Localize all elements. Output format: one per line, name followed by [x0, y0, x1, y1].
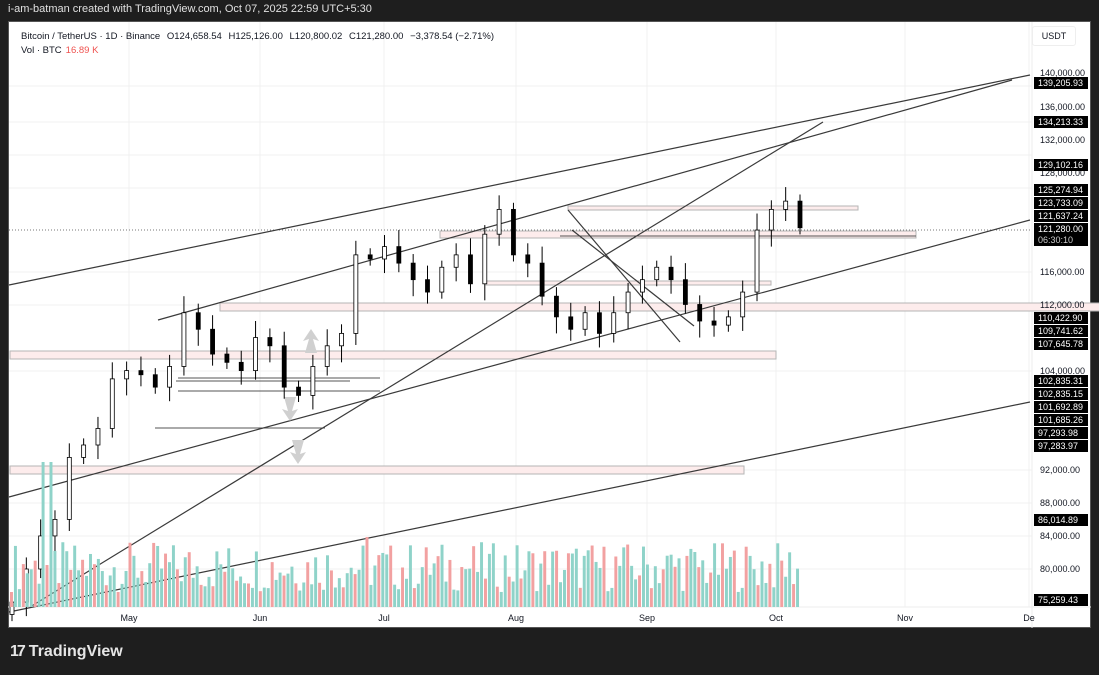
y-tick-label: 112,000.00 — [1040, 300, 1084, 310]
sr-zone — [9, 465, 745, 475]
brand-name: TradingView — [28, 643, 123, 660]
price-label-badge — [1034, 427, 1088, 439]
tradingview-logo-icon: 17 — [10, 643, 26, 660]
price-label-badge — [1034, 312, 1088, 324]
sr-zone — [439, 230, 917, 239]
trend-line — [157, 79, 1013, 321]
x-tick-label: Jun — [253, 613, 268, 623]
open-value: O124,658.54 — [166, 31, 222, 42]
sr-zone — [567, 205, 859, 211]
price-label-badge — [1034, 223, 1088, 235]
chart-credit: i-am-batman created with TradingView.com… — [8, 3, 372, 15]
y-tick-label: 128,000.00 — [1040, 168, 1085, 178]
symbol-title[interactable]: Bitcoin / TetherUS · 1D · Binance — [21, 31, 161, 42]
y-tick-label: 140,000.00 — [1040, 68, 1085, 78]
trend-line — [571, 229, 695, 327]
price-label-badge — [1034, 197, 1088, 209]
y-tick-label: 92,000.00 — [1040, 465, 1080, 475]
svg-text:107,645.78: 107,645.78 — [1038, 339, 1083, 349]
x-tick-label: May — [120, 613, 138, 623]
price-label-badge — [1034, 116, 1088, 128]
svg-text:125,274.94: 125,274.94 — [1038, 185, 1083, 195]
x-tick-label: Aug — [508, 613, 524, 623]
grid — [9, 22, 1032, 607]
price-label-badge — [1034, 375, 1088, 387]
price-label-badge — [1034, 594, 1088, 606]
svg-text:102,835.15: 102,835.15 — [1038, 389, 1083, 399]
y-tick-label: 80,000.00 — [1040, 564, 1080, 574]
sr-zone — [9, 350, 777, 360]
svg-text:97,283.97: 97,283.97 — [1038, 441, 1078, 451]
low-value: L120,800.02 — [289, 31, 343, 42]
svg-text:86,014.89: 86,014.89 — [1038, 515, 1078, 525]
x-tick-label: Oct — [769, 613, 784, 623]
trend-line — [8, 219, 1031, 498]
price-label-badge — [1034, 325, 1088, 337]
price-label-badge — [1034, 338, 1088, 350]
svg-text:121,637.24: 121,637.24 — [1038, 211, 1083, 221]
bar-countdown: 06:30:10 — [1038, 235, 1073, 245]
y-tick-label: 136,000.00 — [1040, 102, 1085, 112]
svg-text:101,685.26: 101,685.26 — [1038, 415, 1083, 425]
svg-text:102,835.31: 102,835.31 — [1038, 376, 1083, 386]
volume-value: 16.89 K — [65, 45, 99, 56]
high-value: H125,126.00 — [228, 31, 283, 42]
change-value: −3,378.54 (−2.71%) — [410, 31, 495, 42]
trend-line — [8, 74, 1031, 286]
trend-line — [8, 401, 1031, 613]
arrow-annotation-icon — [303, 329, 319, 353]
x-tick-label: Nov — [897, 613, 914, 623]
price-label-badge — [1034, 184, 1088, 196]
svg-text:101,692.89: 101,692.89 — [1038, 402, 1083, 412]
trend-line — [567, 209, 681, 343]
price-label-badge — [1034, 210, 1088, 222]
sr-zone — [219, 302, 1099, 312]
price-label-badge — [1034, 401, 1088, 413]
price-label-badge — [1034, 159, 1088, 171]
price-label-badge — [1034, 77, 1088, 89]
y-tick-label: 88,000.00 — [1040, 498, 1080, 508]
symbol-legend: Bitcoin / TetherUS · 1D · Binance O124,6… — [21, 30, 494, 58]
ohlc-row: Bitcoin / TetherUS · 1D · Binance O124,6… — [21, 30, 494, 44]
svg-text:139,205.93: 139,205.93 — [1038, 78, 1083, 88]
x-tick-label: De — [1023, 613, 1035, 623]
price-label-badge — [1034, 440, 1088, 452]
x-tick-label: Jul — [378, 613, 390, 623]
svg-text:121,280.00: 121,280.00 — [1038, 224, 1083, 234]
svg-text:97,293.98: 97,293.98 — [1038, 428, 1078, 438]
y-tick-label: 132,000.00 — [1040, 135, 1085, 145]
svg-text:134,213.33: 134,213.33 — [1038, 117, 1083, 127]
price-label-badge — [1034, 414, 1088, 426]
price-label-badge — [1034, 514, 1088, 526]
volume-row: Vol · BTC 16.89 K — [21, 44, 494, 58]
volume-label[interactable]: Vol · BTC — [21, 45, 62, 56]
svg-text:123,733.09: 123,733.09 — [1038, 198, 1083, 208]
price-label-badge — [1034, 388, 1088, 400]
y-tick-label: 116,000.00 — [1040, 267, 1084, 277]
currency-button[interactable]: USDT — [1032, 26, 1076, 46]
x-tick-label: Sep — [639, 613, 655, 623]
svg-text:75,259.43: 75,259.43 — [1038, 595, 1078, 605]
close-value: C121,280.00 — [349, 31, 404, 42]
svg-text:129,102.16: 129,102.16 — [1038, 160, 1083, 170]
candles — [9, 187, 803, 622]
svg-text:110,422.90: 110,422.90 — [1038, 313, 1082, 323]
svg-text:109,741.62: 109,741.62 — [1038, 326, 1083, 336]
y-tick-label: 104,000.00 — [1040, 366, 1085, 376]
y-tick-label: 84,000.00 — [1040, 531, 1080, 541]
volume-bars — [10, 462, 800, 607]
arrow-annotation-icon — [290, 440, 306, 464]
arrow-annotation-icon — [282, 397, 298, 421]
trend-line — [29, 121, 824, 608]
tradingview-brand[interactable]: 17 TradingView — [10, 643, 123, 661]
